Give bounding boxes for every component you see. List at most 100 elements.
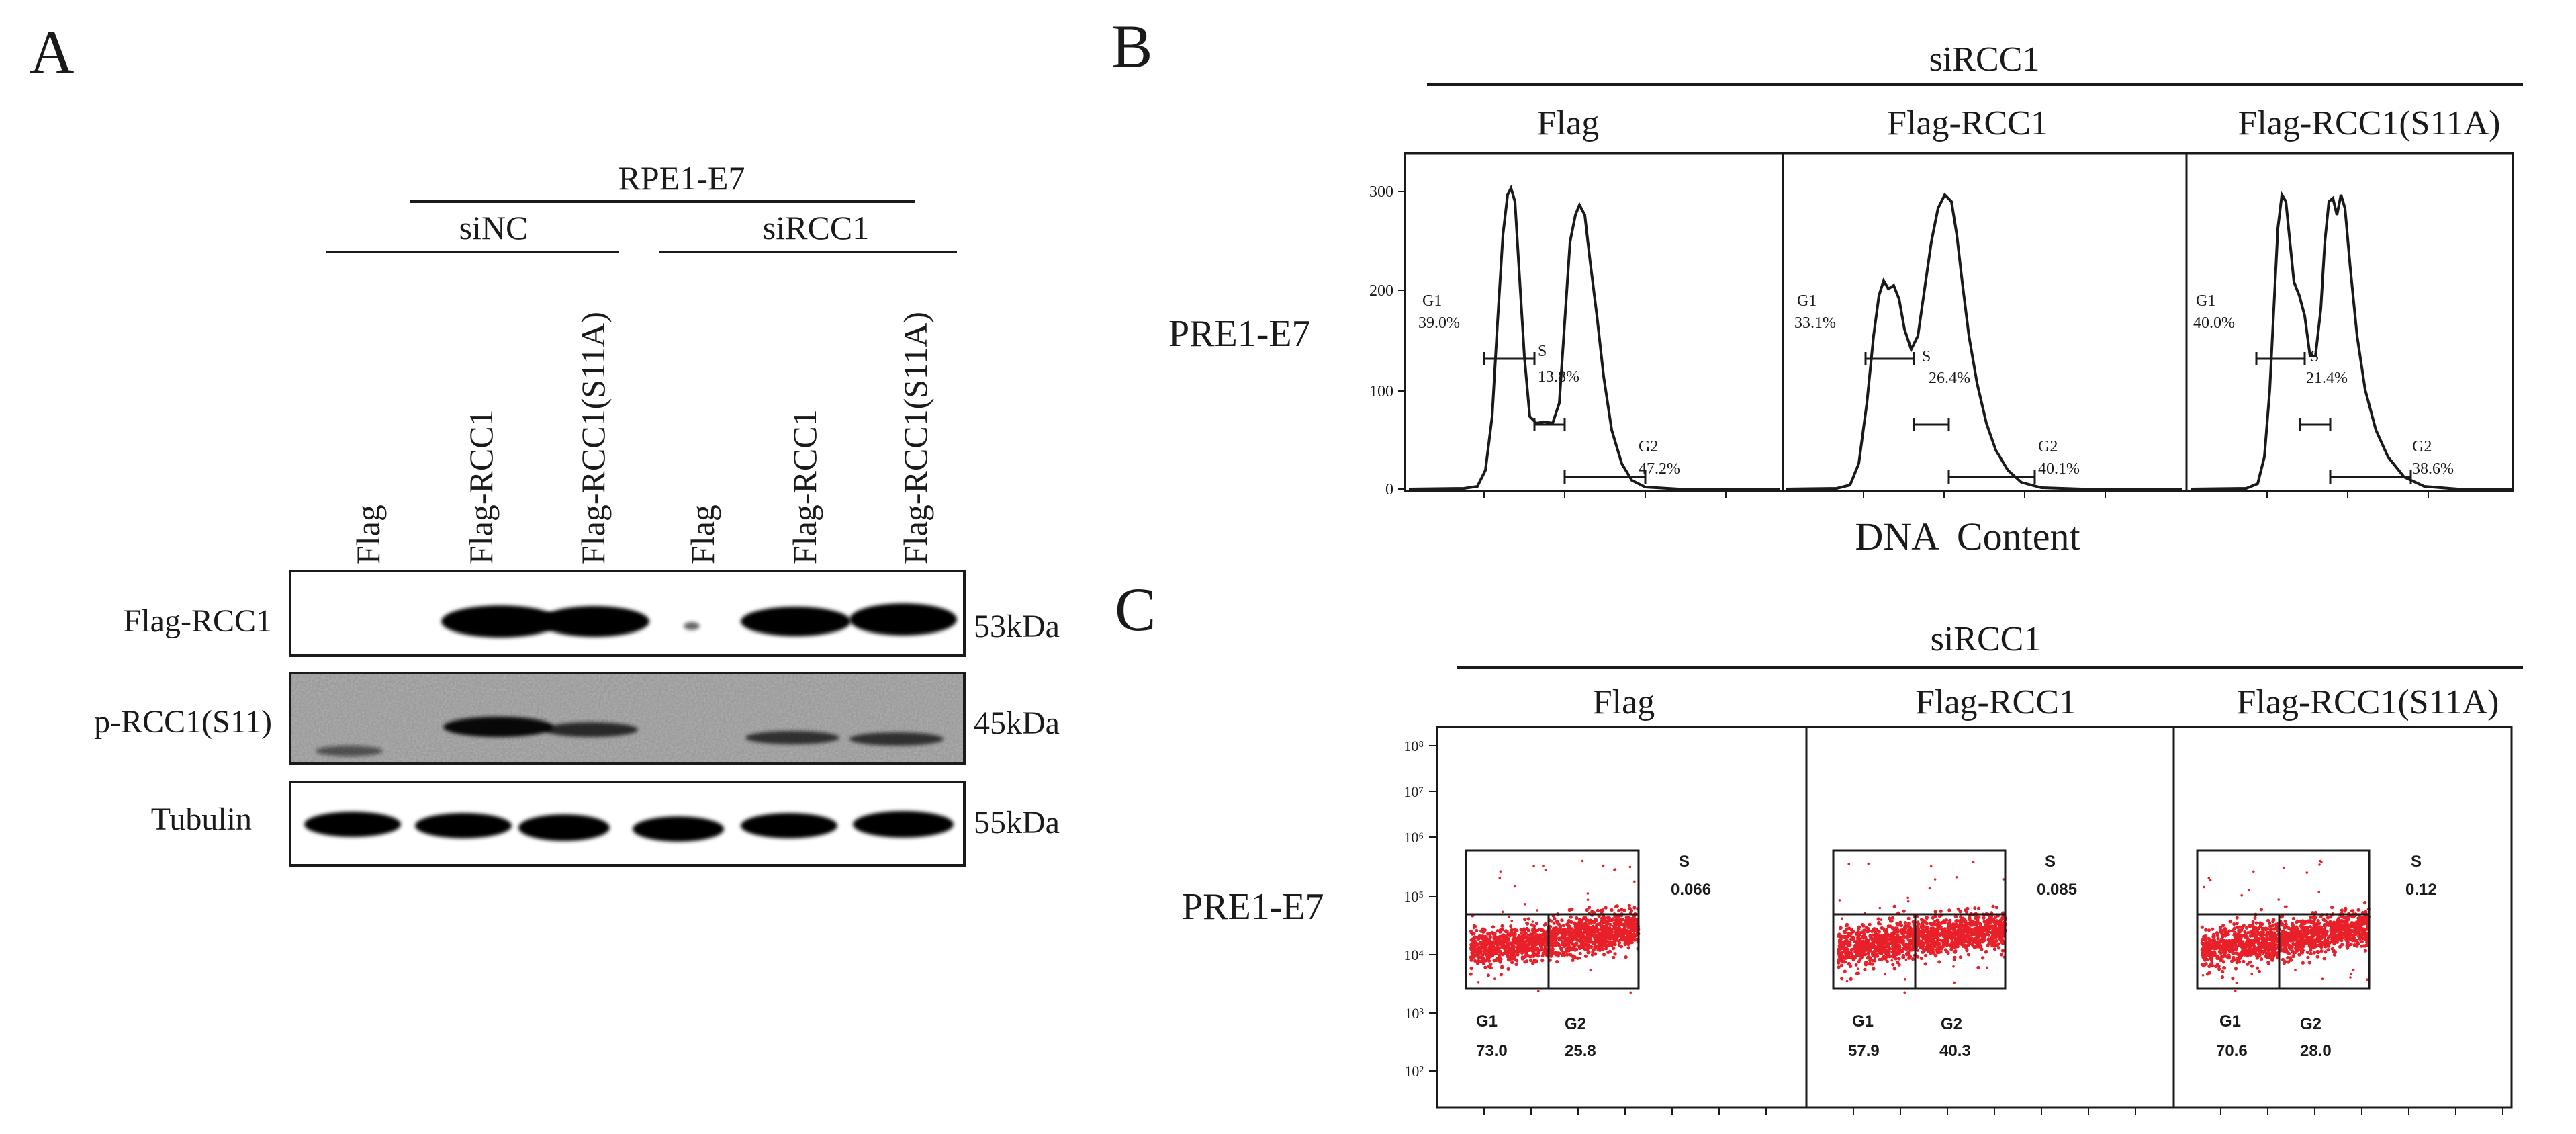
scatter-dot (1919, 956, 1923, 961)
flag-g2-label: G2 (1565, 1015, 1586, 1033)
scatter-dot (1841, 941, 1844, 943)
scatter-dot (1632, 906, 1637, 910)
scatter-dot (2363, 949, 2367, 953)
scatter-dot (1632, 937, 1636, 941)
scatter-dot (1994, 906, 1998, 910)
scatter-dot (1991, 924, 1995, 928)
panel-c-frame (1436, 726, 2513, 1109)
panel-b-y-axis: 300 200 100 0 (1369, 183, 1405, 498)
scatter-dot (1867, 948, 1871, 952)
scatter-dot (2242, 959, 2246, 963)
scatter-dot (2308, 925, 2312, 929)
scatter-dot (1479, 929, 1483, 933)
scatter-dot (1618, 930, 1622, 934)
scatter-dot (2221, 924, 2225, 928)
band (853, 811, 954, 838)
scatter-dot (1904, 958, 1908, 961)
scatter-dot (1629, 991, 1632, 994)
scatter-dot (1504, 929, 1508, 932)
scatter-dot (1880, 926, 1884, 930)
scatter-dot (1612, 947, 1616, 951)
blot-name-3: Tubulin (151, 801, 252, 837)
flag-rcc1-s11a-g2-value: 38.6% (2412, 460, 2454, 478)
panel-c-condition: siRCC1 (1931, 620, 2041, 658)
blot-p-rcc1 (289, 672, 966, 765)
gate-markers (2255, 352, 2412, 484)
scatter-dot (2359, 916, 2363, 920)
scatter-dot (1555, 959, 1559, 964)
flag-s-value: 0.066 (1671, 881, 1711, 899)
scatter-dot (1526, 942, 1530, 946)
scatter-dot (2289, 958, 2293, 962)
scatter-dot (1476, 936, 1480, 941)
scatter-dot (1944, 939, 1948, 943)
flag-rcc1-s11a-g1-label: G1 (2196, 292, 2215, 310)
scatter-dot (2332, 953, 2336, 957)
scatter-dot (2327, 935, 2331, 939)
scatter-dot (1488, 935, 1492, 939)
scatter-dot (1573, 930, 1577, 934)
scatter-dot (1849, 931, 1854, 935)
scatter-dot (1506, 967, 1510, 971)
scatter-dot (1613, 943, 1617, 947)
scatter-dot (1863, 967, 1867, 971)
scatter-dot (1860, 945, 1864, 949)
scatter-dot (2266, 961, 2270, 966)
scatter-dot (2238, 956, 2242, 960)
scatter-dot (2291, 941, 2295, 946)
scatter-dot (1927, 938, 1932, 942)
scatter-dot (1632, 929, 1636, 933)
scatter-dot (1587, 906, 1592, 910)
scatter-dot (1952, 950, 1956, 954)
scatter-dot (2264, 933, 2268, 937)
scatter-dot (2256, 936, 2258, 939)
scatter-dot (2317, 891, 2321, 893)
scatter-dot (2259, 908, 2263, 912)
scatter-dot (1857, 931, 1861, 935)
band (539, 606, 649, 637)
scatter-dot (2207, 928, 2211, 932)
scatter-dot (2352, 943, 2357, 947)
scatter-dot (1837, 951, 1841, 955)
scatter-dot (1925, 916, 1929, 920)
scatter-dot (1607, 916, 1612, 920)
scatter-dot (1537, 990, 1540, 993)
scatter-dot (1958, 928, 1962, 932)
scatter-dot (2359, 926, 2363, 930)
scatter-dot (1567, 908, 1571, 912)
scatter-dot (2359, 923, 2363, 927)
scatter-dot (1586, 943, 1590, 947)
scatter-dot (1896, 933, 1900, 937)
scatter-dot (1580, 939, 1584, 943)
scatter-dot (1847, 962, 1851, 966)
scatter-dot (2256, 939, 2260, 943)
scatter-dot (2277, 898, 2280, 901)
scatter-dot (1634, 922, 1638, 926)
scatter-dot (2222, 966, 2227, 970)
scatter-dot (1875, 945, 1879, 949)
scatter-dot (1560, 918, 1564, 922)
scatter-dot (2366, 978, 2368, 981)
scatter-dot (2234, 990, 2237, 992)
scatter-dot (1948, 935, 1953, 939)
scatter-dot (2364, 943, 2368, 947)
scatter-dot (1837, 955, 1841, 959)
flag-g2-value: 47.2% (1639, 460, 1680, 478)
scatter-dot (2319, 915, 2323, 919)
scatter-dot (1879, 922, 1882, 926)
scatter-dot (2313, 943, 2317, 947)
scatter-dot (1586, 898, 1590, 901)
scatter-dot (1487, 952, 1491, 957)
scatter-dot (2295, 928, 2299, 932)
flag-s-label: S (1538, 343, 1547, 360)
scatter-dot (1558, 951, 1562, 955)
scatter-dot (2205, 972, 2209, 976)
scatter-dot (2293, 950, 2297, 954)
scatter-dot (1874, 954, 1878, 958)
scatter-dot (1886, 945, 1890, 949)
scatter-dot (1479, 941, 1483, 945)
scatter-dot (1559, 947, 1563, 951)
scatter-dot (1986, 966, 1988, 969)
scatter-dot (1933, 910, 1937, 914)
scatter-dot (1840, 959, 1843, 962)
